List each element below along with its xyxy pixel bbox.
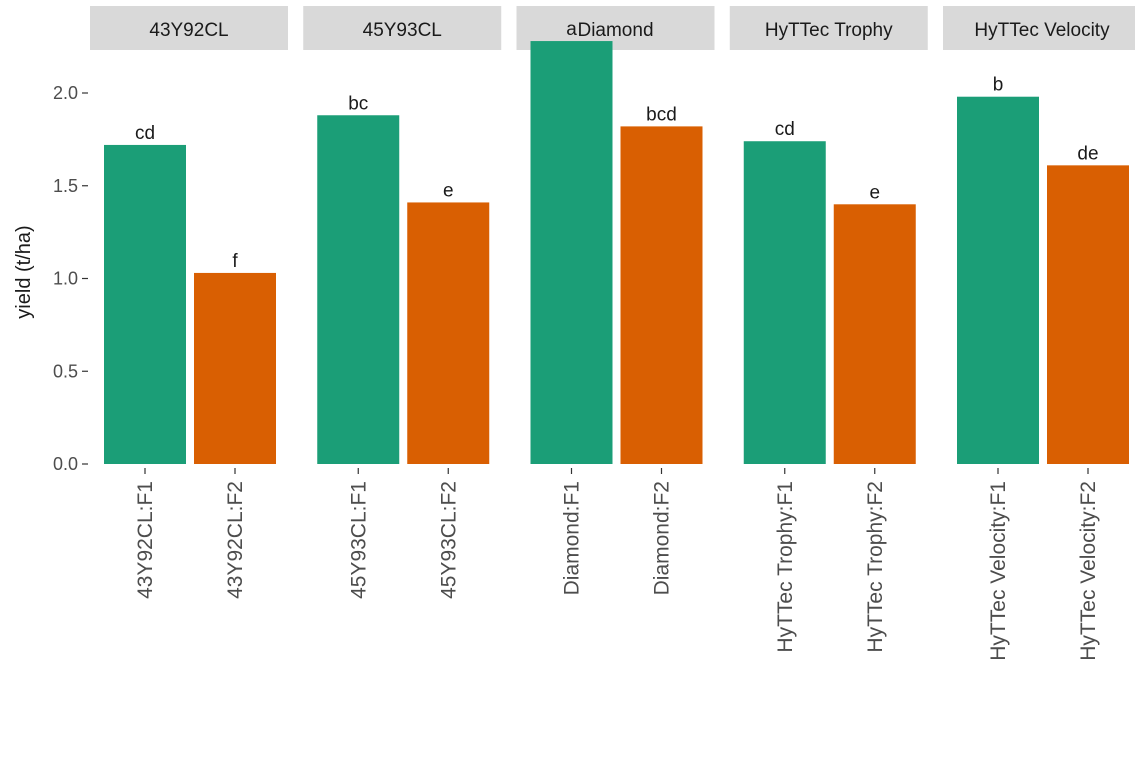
bar-data-label: b bbox=[993, 75, 1004, 96]
y-tick-label: 2.0 bbox=[53, 83, 78, 103]
x-tick-label: Diamond:F1 bbox=[561, 481, 584, 595]
x-tick-label: HyTTec Velocity:F1 bbox=[987, 481, 1010, 661]
bar bbox=[194, 272, 276, 464]
facet-strip bbox=[90, 6, 288, 50]
facet-title: 45Y93CL bbox=[363, 20, 442, 41]
facet-panel: 45Y93CL bc 45Y93CL:F1 e 45Y93CL:F2 bbox=[303, 6, 502, 599]
x-tick-label: HyTTec Velocity:F2 bbox=[1077, 481, 1100, 661]
bar bbox=[530, 41, 613, 465]
bar bbox=[407, 202, 490, 464]
bar bbox=[957, 96, 1039, 465]
facet-title: Diamond bbox=[577, 20, 653, 41]
bar bbox=[317, 115, 400, 464]
facet-title: HyTTec Velocity bbox=[974, 20, 1110, 41]
x-tick-label: 45Y93CL:F2 bbox=[437, 481, 460, 599]
y-axis-label: yield (t/ha) bbox=[13, 225, 35, 318]
y-tick-label: 0.0 bbox=[53, 454, 78, 474]
facet-title: 43Y92CL bbox=[149, 20, 228, 41]
facet-panel: HyTTec Velocity b HyTTec Velocity:F1 de HyTT… bbox=[943, 6, 1135, 661]
facet-strip bbox=[943, 6, 1135, 50]
y-tick-label: 0.5 bbox=[53, 361, 78, 381]
facet-title: HyTTec Trophy bbox=[765, 20, 893, 41]
facet-strip bbox=[303, 6, 502, 50]
bar bbox=[833, 204, 916, 465]
bar-data-label: cd bbox=[775, 119, 795, 140]
x-tick-label: HyTTec Trophy:F2 bbox=[864, 481, 887, 653]
facet-panel: HyTTec Trophy cd HyTTec Trophy:F1 e HyTTec T… bbox=[729, 6, 928, 653]
x-tick-label: 43Y92CL:F1 bbox=[134, 481, 157, 599]
bar-data-label: f bbox=[232, 251, 238, 272]
bar-data-label: cd bbox=[135, 123, 155, 144]
bar-data-label: de bbox=[1077, 143, 1098, 164]
bar bbox=[104, 144, 186, 464]
x-tick-label: 45Y93CL:F1 bbox=[347, 481, 370, 599]
y-axis: 0.0 0.5 1.0 1.5 2.0 bbox=[53, 83, 88, 474]
bar bbox=[620, 126, 703, 464]
bar bbox=[743, 141, 826, 465]
y-tick-label: 1.5 bbox=[53, 176, 78, 196]
facet-panels: 43Y92CLcd43Y92CL:F1f43Y92CL:F245Y93CLbc4… bbox=[90, 6, 1135, 661]
bar-data-label: bcd bbox=[646, 104, 677, 125]
facet-panel: 43Y92CL cd 43Y92CL:F1 f 43Y92CL:F2 bbox=[90, 6, 288, 599]
x-tick-label: 43Y92CL:F2 bbox=[224, 481, 247, 599]
bar-data-label: bc bbox=[348, 93, 368, 114]
bar bbox=[1047, 165, 1129, 464]
y-tick-label: 1.0 bbox=[53, 269, 78, 289]
x-tick-label: Diamond:F2 bbox=[651, 481, 674, 595]
bar-data-label: e bbox=[869, 182, 880, 203]
x-tick-label: HyTTec Trophy:F1 bbox=[774, 481, 797, 653]
bar-data-label: e bbox=[443, 180, 454, 201]
bar-data-label: a bbox=[566, 19, 577, 40]
facet-strip bbox=[729, 6, 928, 50]
